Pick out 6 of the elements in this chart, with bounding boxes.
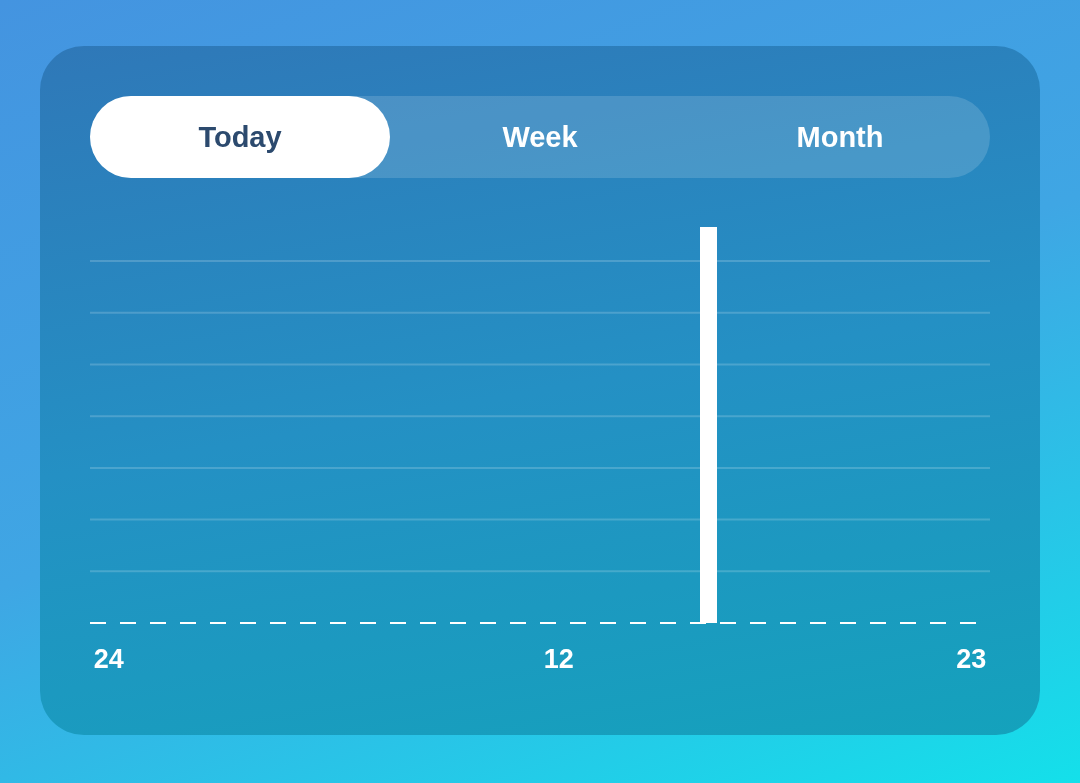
x-tick-label: 12 — [543, 644, 574, 675]
x-tick-label: 24 — [93, 644, 124, 675]
text: Today — [198, 120, 282, 154]
text: Week — [502, 120, 578, 154]
x-tick-label: 23 — [956, 644, 987, 675]
text: Month — [796, 120, 884, 154]
